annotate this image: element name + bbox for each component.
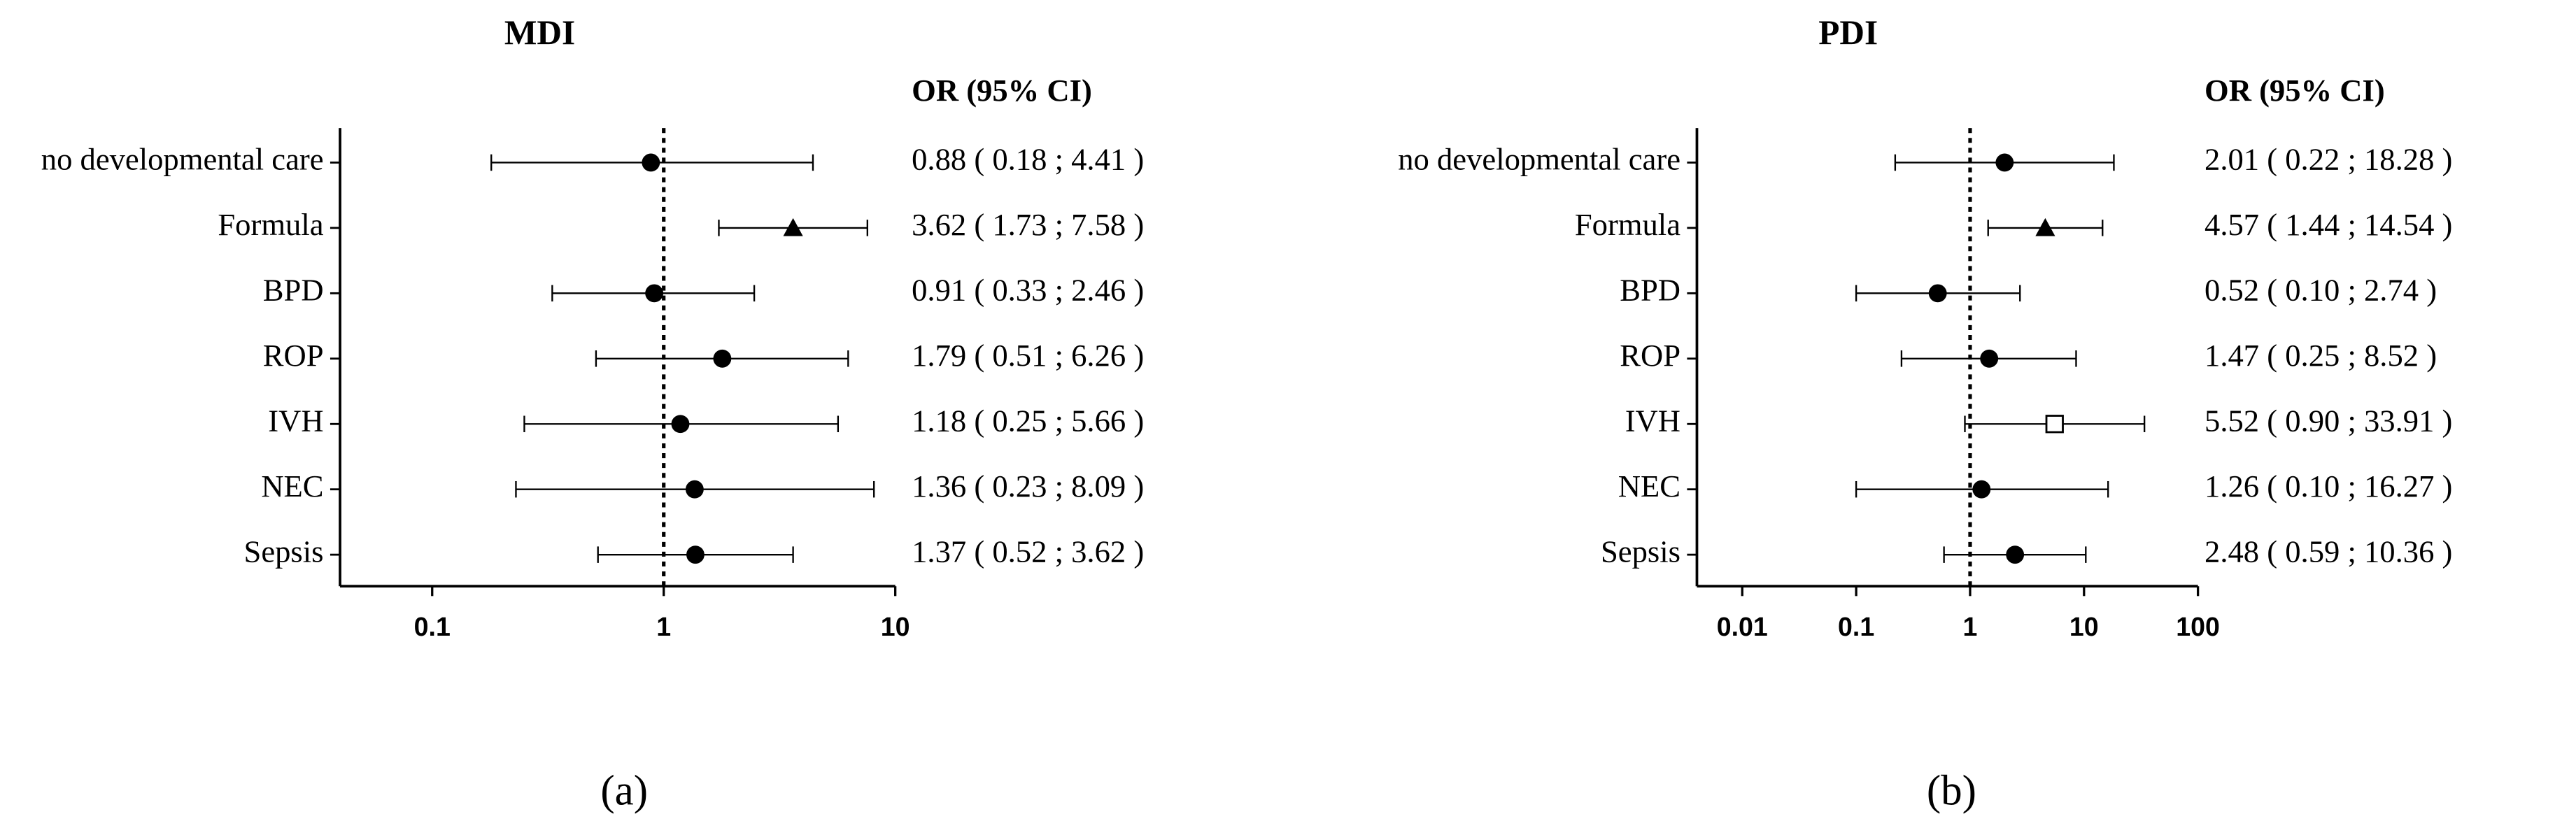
- category-label: ROP: [1620, 338, 1680, 373]
- point: [1980, 349, 1999, 368]
- point: [642, 153, 660, 172]
- category-label: NEC: [1618, 469, 1680, 504]
- category-label: NEC: [261, 469, 323, 504]
- category-label: IVH: [1625, 403, 1680, 438]
- x-tick-label: 10: [881, 612, 910, 641]
- value-label: 1.37 ( 0.52 ; 3.62 ): [912, 534, 1144, 569]
- panel-label: (b): [1927, 767, 1976, 814]
- figure-content: MDI OR (95% CI) (a) 0.1 1 10 no developmental …: [41, 13, 2453, 814]
- value-label: 2.01 ( 0.22 ; 18.28 ): [2205, 142, 2452, 177]
- value-label: 1.36 ( 0.23 ; 8.09 ): [912, 469, 1144, 504]
- category-label: BPD: [1620, 273, 1680, 308]
- point: [783, 217, 803, 236]
- point: [713, 349, 732, 368]
- value-label: 4.57 ( 1.44 ; 14.54 ): [2205, 207, 2452, 242]
- category-label: ROP: [263, 338, 324, 373]
- point: [1995, 153, 2014, 172]
- point: [2035, 217, 2055, 236]
- value-label: 1.26 ( 0.10 ; 16.27 ): [2205, 469, 2452, 504]
- x-tick-label: 0.1: [414, 612, 451, 641]
- x-tick-label: 1: [656, 612, 671, 641]
- value-label: 1.79 ( 0.51 ; 6.26 ): [912, 338, 1144, 373]
- category-label: Sepsis: [244, 534, 324, 569]
- category-label: no developmental care: [1398, 142, 1680, 177]
- category-label: Sepsis: [1601, 534, 1680, 569]
- value-label: 1.18 ( 0.25 ; 5.66 ): [912, 403, 1144, 438]
- point: [2045, 415, 2064, 434]
- x-tick-label: 0.01: [1717, 612, 1768, 641]
- value-label: 5.52 ( 0.90 ; 33.91 ): [2205, 403, 2452, 438]
- value-label: 0.88 ( 0.18 ; 4.41 ): [912, 142, 1144, 177]
- point: [1972, 480, 1991, 499]
- point: [685, 480, 704, 499]
- chart-title: PDI: [1818, 13, 1878, 52]
- point: [2006, 545, 2025, 564]
- category-label: Formula: [1575, 207, 1680, 242]
- point: [645, 284, 664, 303]
- category-label: BPD: [263, 273, 324, 308]
- column-header: OR (95% CI): [912, 73, 1092, 108]
- category-label: no developmental care: [41, 142, 324, 177]
- category-label: Formula: [218, 207, 323, 242]
- chart-title: MDI: [504, 13, 575, 52]
- value-label: 3.62 ( 1.73 ; 7.58 ): [912, 207, 1144, 242]
- value-label: 0.52 ( 0.10 ; 2.74 ): [2205, 273, 2437, 308]
- point: [686, 545, 705, 564]
- x-tick-label: 1: [1963, 612, 1978, 641]
- category-label: IVH: [268, 403, 323, 438]
- value-label: 0.91 ( 0.33 ; 2.46 ): [912, 273, 1144, 308]
- x-tick-label: 100: [2176, 612, 2220, 641]
- value-label: 2.48 ( 0.59 ; 10.36 ): [2205, 534, 2452, 569]
- column-header: OR (95% CI): [2205, 73, 2385, 108]
- value-label: 1.47 ( 0.25 ; 8.52 ): [2205, 338, 2437, 373]
- x-tick-label: 0.1: [1838, 612, 1874, 641]
- point: [671, 415, 690, 434]
- x-tick-label: 10: [2069, 612, 2099, 641]
- point: [1928, 284, 1947, 303]
- panel-label: (a): [600, 767, 648, 814]
